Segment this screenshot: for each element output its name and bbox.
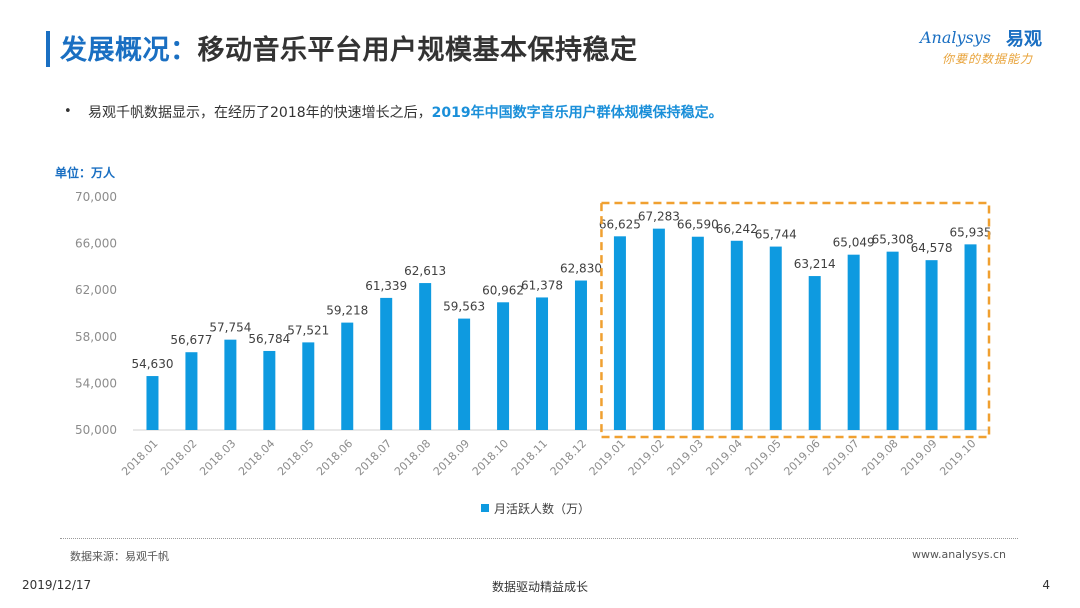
bar [613,236,626,430]
bar-value-label: 56,784 [248,332,290,346]
x-tick-label: 2018.02 [158,437,199,478]
bar-value-label: 66,590 [677,218,719,232]
bar-value-label: 59,218 [326,304,368,318]
title-part1: 发展概况： [60,35,198,66]
x-tick-label: 2019.07 [820,437,861,478]
y-tick-label: 54,000 [75,376,117,390]
legend-label: 月活跃人数（万） [494,501,590,516]
bar [263,350,276,430]
x-tick-label: 2018.11 [509,437,550,478]
data-source: 数据来源：易观千帆 [70,550,169,563]
x-tick-label: 2019.04 [704,437,745,478]
bar [341,322,354,430]
bar-value-label: 57,521 [287,323,329,337]
bar [574,280,587,430]
bar [925,260,938,430]
bar-value-label: 56,677 [170,333,212,347]
logo-english: Analysys [920,28,992,47]
bar [652,228,665,430]
legend-swatch [481,504,489,512]
bar-value-label: 65,935 [950,225,992,239]
bar [847,254,860,430]
x-tick-label: 2019.01 [587,437,628,478]
bullet-text-highlight: 2019年中国数字音乐用户群体规模保持稳定。 [431,105,723,121]
x-tick-label: 2019.08 [859,437,900,478]
bar-value-label: 54,630 [131,357,173,371]
bar [497,302,510,430]
bullet-marker: • [64,104,72,119]
title-accent-bar [46,31,50,67]
bar-value-label: 63,214 [794,257,836,271]
y-tick-label: 62,000 [75,283,117,297]
y-tick-label: 66,000 [75,237,117,251]
bar [691,236,704,430]
x-tick-label: 2018.05 [275,437,316,478]
x-tick-label: 2019.03 [665,437,706,478]
y-tick-label: 70,000 [75,190,117,204]
footer-divider [60,538,1018,539]
x-tick-label: 2018.08 [392,437,433,478]
bar-value-label: 66,242 [716,222,758,236]
bar-value-label: 65,049 [833,236,875,250]
bar [224,339,237,430]
bar [886,251,899,430]
footer-slogan: 数据驱动精益成长 [491,580,588,594]
bar-chart: 单位：万人 50,000 54,000 58,000 62,000 66,000 70,00… [55,165,992,516]
x-tick-label: 2019.05 [743,437,784,478]
x-tick-label: 2018.01 [119,437,160,478]
bar [458,318,471,430]
y-tick-label: 50,000 [75,423,117,437]
logo-chinese: 易观 [1006,29,1042,50]
bar-value-label: 61,378 [521,278,563,292]
bar-value-label: 65,308 [872,233,914,247]
bar [185,352,198,430]
bullet-text: 易观千帆数据显示，在经历了2018年的快速增长之后，2019年中国数字音乐用户群… [88,102,723,122]
x-tick-label: 2018.12 [548,437,589,478]
x-tick-label: 2018.10 [470,437,511,478]
bar-value-label: 62,830 [560,262,602,276]
x-tick-label: 2018.06 [314,437,355,478]
bar [536,297,549,430]
bullet-text-plain: 易观千帆数据显示，在经历了2018年的快速增长之后， [88,105,432,121]
bar-value-label: 59,563 [443,300,485,314]
bar [302,342,315,430]
bar-value-label: 57,754 [209,321,251,335]
brand-logo: Analysys 易观 你要的数据能力 [920,28,1060,70]
page-number: 4 [1042,578,1050,592]
x-tick-label: 2018.03 [197,437,238,478]
bar [808,276,821,430]
unit-label: 单位：万人 [55,165,116,180]
bar-value-label: 67,283 [638,210,680,224]
footer-date: 2019/12/17 [22,578,92,592]
website-link[interactable]: www.analysys.cn [912,548,1006,561]
x-tick-label: 2019.10 [937,437,978,478]
x-tick-label: 2018.04 [236,437,277,478]
bar-value-label: 64,578 [911,241,953,255]
bar [146,376,159,430]
bar [730,240,743,430]
x-tick-label: 2018.07 [353,437,394,478]
x-tick-label: 2019.06 [781,437,822,478]
bar [380,297,393,430]
x-tick-label: 2018.09 [431,437,472,478]
bar-value-label: 66,625 [599,217,641,231]
bar [964,244,977,430]
page-title: 发展概况：移动音乐平台用户规模基本保持稳定 [60,28,638,67]
bar-value-label: 61,339 [365,279,407,293]
bar [769,246,782,430]
bar-value-label: 65,744 [755,228,797,242]
title-part2: 移动音乐平台用户规模基本保持稳定 [197,35,638,66]
y-tick-label: 58,000 [75,330,117,344]
logo-tagline: 你要的数据能力 [942,52,1034,66]
x-tick-label: 2019.02 [626,437,667,478]
bar [419,283,432,430]
bar-value-label: 62,613 [404,264,446,278]
bar-value-label: 60,962 [482,283,524,297]
x-tick-label: 2019.09 [898,437,939,478]
